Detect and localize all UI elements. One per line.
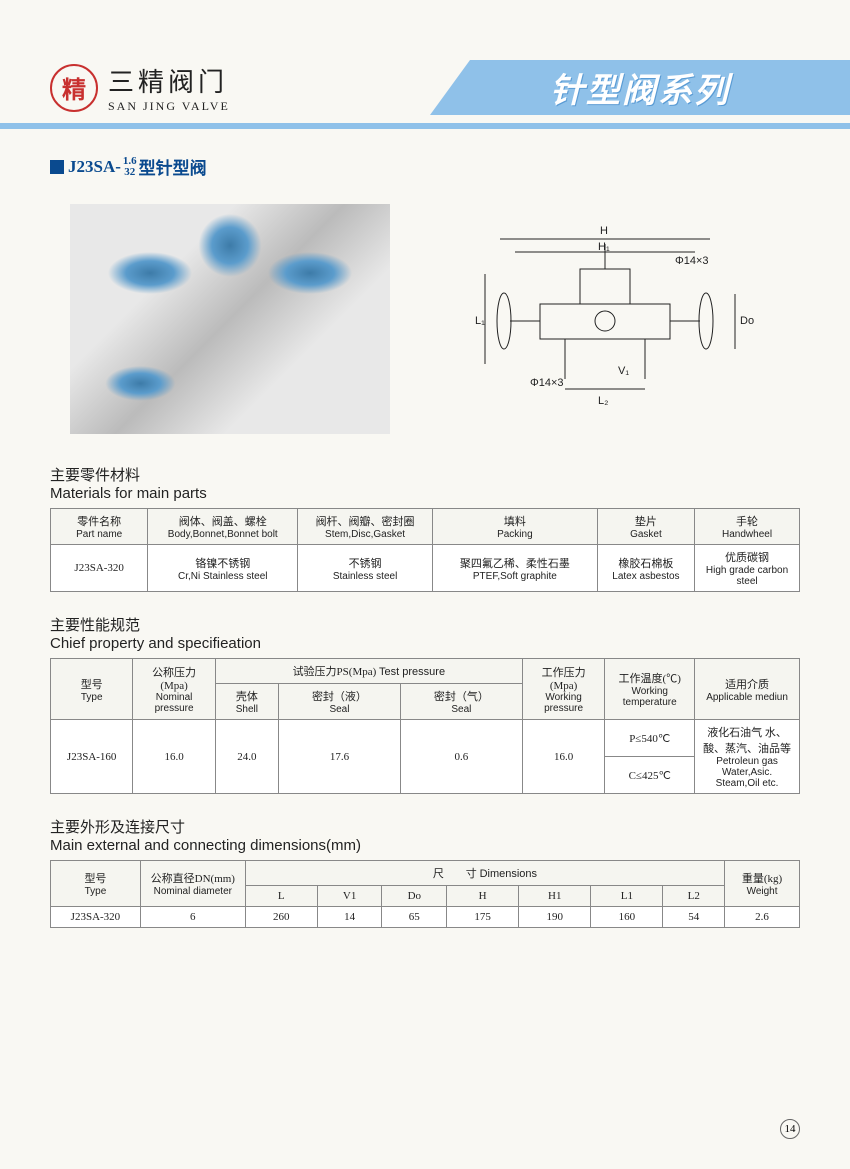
model-frac-top: 1.6 — [123, 156, 137, 167]
brand-name-cn: 三精阀门 — [108, 62, 230, 99]
page-number: 14 — [780, 1119, 800, 1139]
table-row: 型号Type 公称压力(Mpa)Nominal pressure 试验压力PS(… — [51, 659, 800, 684]
materials-title-cn: 主要零件材料 — [50, 464, 800, 485]
figure-row: H H₁ Φ14×3 Do L₁ Φ14×3 V₁ L₂ — [70, 204, 800, 434]
spec-table: 型号Type 公称压力(Mpa)Nominal pressure 试验压力PS(… — [50, 658, 800, 794]
svg-text:L₁: L₁ — [475, 315, 485, 327]
brand-name-en: SAN JING VALVE — [108, 99, 230, 114]
svg-text:V₁: V₁ — [618, 365, 629, 377]
spec-title-en: Chief property and specifieation — [50, 635, 800, 652]
model-prefix: J23SA- — [68, 157, 121, 177]
svg-text:Φ14×3: Φ14×3 — [675, 255, 709, 267]
table-row: J23SA-3206 2601465 17519016054 2.6 — [51, 907, 800, 928]
product-photo — [70, 204, 390, 434]
svg-text:L₂: L₂ — [598, 395, 608, 407]
materials-table: 零件名称Part name 阀体、阀盖、螺栓Body,Bonnet,Bonnet… — [50, 508, 800, 592]
dims-title-cn: 主要外形及连接尺寸 — [50, 816, 800, 837]
model-heading: J23SA- 1.6 32 型针型阀 — [50, 154, 800, 179]
svg-text:Φ14×3: Φ14×3 — [530, 377, 564, 389]
materials-title-en: Materials for main parts — [50, 485, 800, 502]
series-banner: 针型阀系列 — [430, 60, 850, 115]
table-row: J23SA-320 铬镍不锈钢Cr,Ni Stainless steel 不锈钢… — [51, 545, 800, 592]
model-suffix: 型针型阀 — [139, 154, 207, 179]
dims-title-en: Main external and connecting dimensions(… — [50, 837, 800, 854]
dims-table: 型号Type 公称直径DN(mm)Nominal diameter 尺 寸 Di… — [50, 860, 800, 928]
table-row: 型号Type 公称直径DN(mm)Nominal diameter 尺 寸 Di… — [51, 861, 800, 886]
header-stripe — [0, 123, 850, 129]
brand-seal-icon: 精 — [50, 64, 98, 112]
square-bullet-icon — [50, 160, 64, 174]
spec-section: 主要性能规范 Chief property and specifieation … — [50, 614, 800, 794]
svg-text:Do: Do — [740, 315, 754, 327]
table-row: J23SA-160 16.0 24.0 17.6 0.6 16.0 P≤540℃… — [51, 720, 800, 757]
materials-section: 主要零件材料 Materials for main parts 零件名称Part… — [50, 464, 800, 592]
page-header: 精 三精阀门 SAN JING VALVE 针型阀系列 — [50, 60, 800, 115]
model-fraction: 1.6 32 — [123, 156, 137, 178]
dims-section: 主要外形及连接尺寸 Main external and connecting d… — [50, 816, 800, 928]
table-row: 零件名称Part name 阀体、阀盖、螺栓Body,Bonnet,Bonnet… — [51, 509, 800, 545]
model-frac-bot: 32 — [123, 167, 137, 178]
svg-text:H: H — [600, 225, 608, 237]
spec-title-cn: 主要性能规范 — [50, 614, 800, 635]
svg-text:H₁: H₁ — [598, 241, 610, 253]
technical-drawing: H H₁ Φ14×3 Do L₁ Φ14×3 V₁ L₂ — [430, 214, 780, 424]
